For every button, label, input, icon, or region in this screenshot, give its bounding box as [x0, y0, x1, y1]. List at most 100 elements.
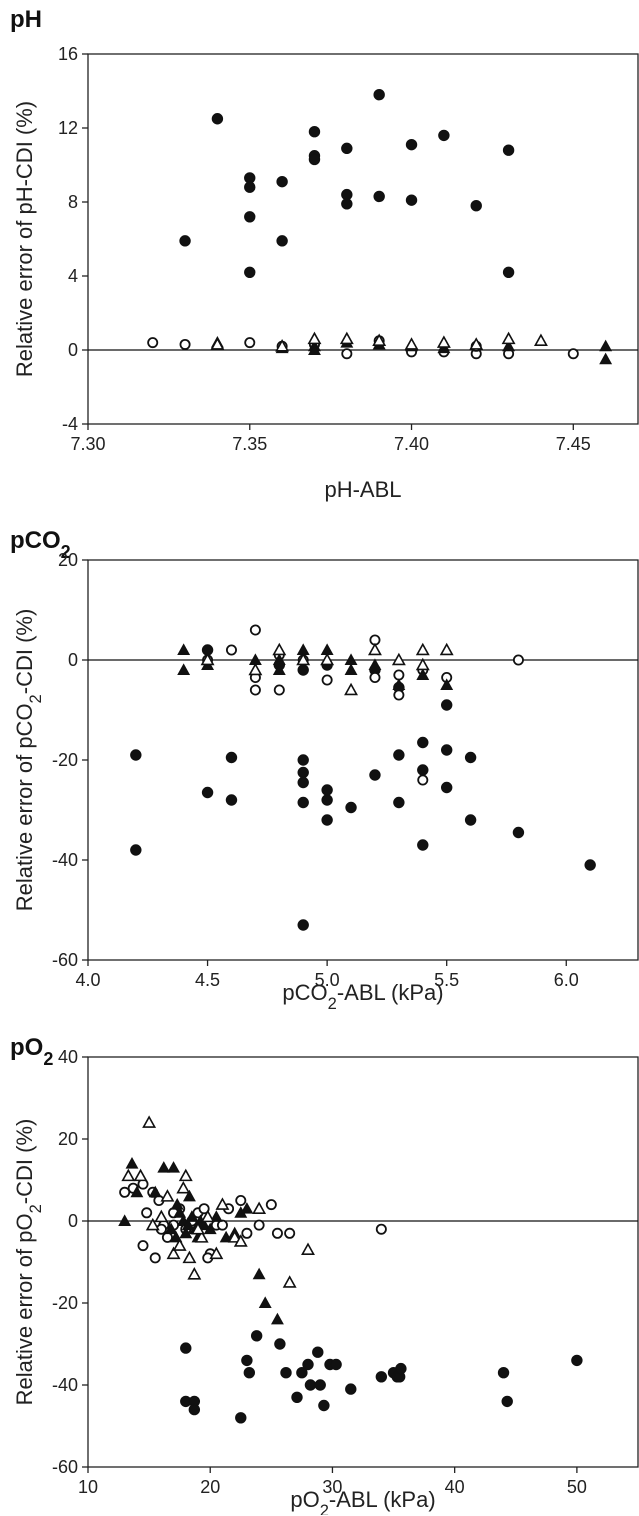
data-point-filled-circle — [297, 664, 309, 676]
data-point-open-triangle — [160, 1189, 175, 1202]
data-point-filled-circle — [280, 1367, 292, 1379]
data-point-filled-circle — [440, 744, 453, 756]
data-point-filled-circle — [395, 1362, 407, 1375]
data-point-filled-circle — [497, 1367, 510, 1379]
x-tick-label: 50 — [567, 1477, 587, 1497]
data-point-open-circle — [321, 674, 333, 686]
pco2-chart: pCO2 4.0 4.5 5.0 5.5 6.0 -60 -40 -20 0 20 pCO2-ABL … — [10, 527, 639, 1010]
data-point-filled-triangle — [125, 1156, 139, 1169]
data-point-filled-circle — [318, 1399, 330, 1412]
po2-chart-panel: pO2 10 20 30 40 50 -60 -40 -20 0 20 40 pO2-ABL (kPa)… — [0, 1010, 639, 1515]
x-axis-label: pO2-ABL (kPa) — [290, 1487, 435, 1515]
data-point-open-triangle — [200, 652, 215, 666]
y-tick-label: 12 — [58, 118, 78, 138]
y-tick-label: 8 — [68, 192, 78, 212]
data-point-filled-circle — [417, 736, 429, 749]
data-point-open-circle — [249, 624, 261, 636]
data-point-filled-circle — [369, 769, 381, 781]
data-point-filled-triangle — [177, 663, 191, 675]
data-point-open-circle — [284, 1227, 296, 1239]
data-point-filled-circle — [308, 153, 321, 166]
data-point-open-triangle — [301, 1242, 315, 1255]
x-tick-label: 6.0 — [554, 970, 579, 990]
data-point-filled-circle — [330, 1358, 342, 1371]
data-point-open-circle — [241, 1227, 253, 1239]
data-point-open-circle — [216, 1219, 228, 1231]
data-point-filled-circle — [235, 1412, 247, 1424]
x-tick-label: 5.0 — [315, 970, 340, 990]
data-point-filled-circle — [373, 89, 385, 101]
data-point-filled-circle — [321, 784, 333, 796]
data-point-filled-triangle — [130, 1185, 144, 1198]
data-point-filled-circle — [188, 1403, 201, 1416]
data-point-filled-triangle — [169, 1230, 183, 1243]
data-point-open-triangle — [210, 337, 225, 350]
data-point-filled-triangle — [203, 1222, 217, 1235]
chart-title: pO2 — [10, 1034, 53, 1069]
data-point-filled-circle — [274, 1338, 286, 1350]
data-point-filled-circle — [297, 796, 309, 809]
data-point-open-triangle — [233, 1234, 248, 1247]
data-point-filled-triangle — [173, 1206, 187, 1218]
y-axis-label: Relative error of pO2-CDI (%) — [12, 1119, 45, 1406]
data-point-filled-triangle — [185, 1210, 199, 1222]
data-point-filled-circle — [470, 200, 482, 212]
data-point-filled-circle — [502, 266, 515, 278]
data-point-filled-circle — [341, 198, 353, 210]
ph-chart: pH 7.30 7.35 7.40 7.45 -4 0 4 8 12 16 pH-ABL Relativ… — [10, 6, 639, 502]
data-point-filled-circle — [345, 801, 357, 814]
data-point-open-triangle — [372, 333, 387, 347]
po2-chart: pO2 10 20 30 40 50 -60 -40 -20 0 20 40 pO2-ABL (kPa)… — [10, 1034, 639, 1515]
data-point-open-triangle — [178, 1168, 193, 1182]
y-tick-label: 16 — [58, 44, 78, 64]
data-point-filled-triangle — [416, 668, 430, 680]
data-point-open-circle — [149, 1252, 161, 1264]
data-point-filled-triangle — [502, 339, 516, 352]
data-point-filled-triangle — [157, 1161, 171, 1173]
data-point-open-triangle — [344, 682, 359, 696]
data-point-filled-triangle — [368, 658, 382, 670]
y-tick-label: -40 — [52, 850, 78, 870]
data-point-filled-triangle — [344, 663, 358, 675]
data-point-filled-circle — [130, 749, 142, 761]
data-point-open-triangle — [227, 1230, 242, 1243]
x-tick-label: 7.40 — [394, 434, 429, 454]
data-point-filled-circle — [276, 235, 288, 247]
data-point-open-circle — [198, 1203, 210, 1215]
data-point-filled-triangle — [270, 1312, 284, 1325]
data-point-filled-circle — [296, 1367, 308, 1379]
data-point-open-circle — [225, 644, 237, 656]
data-point-open-circle — [179, 338, 191, 350]
data-point-filled-circle — [312, 1346, 324, 1358]
data-point-filled-circle — [241, 1354, 253, 1367]
data-point-filled-circle — [502, 144, 515, 156]
data-point-open-circle — [417, 774, 429, 786]
data-point-filled-circle — [345, 1383, 357, 1395]
x-tick-label: 40 — [445, 1477, 465, 1497]
data-point-filled-triangle — [392, 678, 406, 690]
data-point-open-triangle — [200, 1209, 215, 1223]
data-point-filled-triangle — [182, 1189, 196, 1202]
data-point-filled-circle — [304, 1379, 317, 1391]
data-point-open-triangle — [154, 1209, 169, 1223]
data-point-open-triangle — [194, 1230, 209, 1243]
data-point-open-triangle — [209, 1246, 224, 1260]
data-point-open-triangle — [166, 1246, 181, 1260]
data-point-filled-circle — [341, 142, 353, 155]
data-point-open-triangle — [176, 1180, 191, 1194]
data-point-open-circle — [375, 1223, 387, 1235]
data-point-filled-circle — [201, 786, 214, 799]
data-point-filled-circle — [211, 113, 224, 125]
data-point-open-triangle — [275, 339, 290, 352]
data-point-filled-circle — [179, 235, 191, 247]
data-point-filled-circle — [302, 1358, 314, 1371]
data-point-open-triangle — [187, 1267, 202, 1280]
data-point-filled-triangle — [170, 1197, 184, 1210]
y-tick-label: -20 — [52, 750, 78, 770]
data-point-open-triangle — [172, 1238, 187, 1251]
data-point-open-triangle — [145, 1217, 160, 1231]
data-point-filled-circle — [464, 814, 477, 826]
data-point-filled-triangle — [181, 1218, 195, 1231]
data-point-filled-circle — [375, 1371, 388, 1383]
data-point-open-triangle — [320, 652, 335, 666]
